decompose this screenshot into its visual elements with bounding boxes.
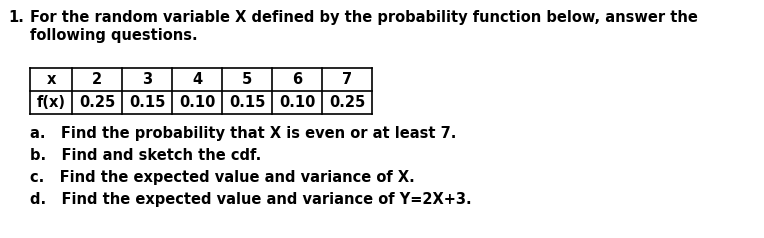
Text: b.   Find and sketch the cdf.: b. Find and sketch the cdf. bbox=[30, 148, 261, 163]
Text: 6: 6 bbox=[292, 72, 302, 87]
Text: a.   Find the probability that X is even or at least 7.: a. Find the probability that X is even o… bbox=[30, 126, 456, 141]
Text: 0.15: 0.15 bbox=[129, 95, 165, 110]
Text: 2: 2 bbox=[92, 72, 102, 87]
Text: 0.10: 0.10 bbox=[279, 95, 316, 110]
Text: c.   Find the expected value and variance of X.: c. Find the expected value and variance … bbox=[30, 170, 415, 185]
Text: 3: 3 bbox=[142, 72, 152, 87]
Text: x: x bbox=[47, 72, 56, 87]
Text: following questions.: following questions. bbox=[30, 28, 198, 43]
Text: 0.25: 0.25 bbox=[79, 95, 115, 110]
Text: 4: 4 bbox=[192, 72, 202, 87]
Text: 0.25: 0.25 bbox=[329, 95, 365, 110]
Text: 1.: 1. bbox=[8, 10, 24, 25]
Text: 5: 5 bbox=[242, 72, 252, 87]
Text: f(x): f(x) bbox=[37, 95, 66, 110]
Text: 0.15: 0.15 bbox=[228, 95, 265, 110]
Text: For the random variable X defined by the probability function below, answer the: For the random variable X defined by the… bbox=[30, 10, 698, 25]
Text: d.   Find the expected value and variance of Y=2X+3.: d. Find the expected value and variance … bbox=[30, 192, 471, 207]
Text: 0.10: 0.10 bbox=[179, 95, 215, 110]
Text: 7: 7 bbox=[342, 72, 352, 87]
